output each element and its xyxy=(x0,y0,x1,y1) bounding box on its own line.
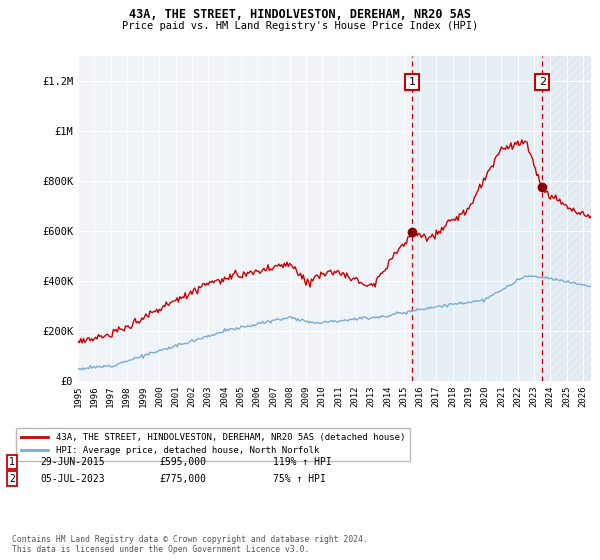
Bar xyxy=(412,56,542,381)
Text: 119% ↑ HPI: 119% ↑ HPI xyxy=(273,457,332,467)
Text: £775,000: £775,000 xyxy=(159,474,206,484)
Text: 1: 1 xyxy=(9,457,15,467)
Text: 75% ↑ HPI: 75% ↑ HPI xyxy=(273,474,326,484)
Text: Price paid vs. HM Land Registry's House Price Index (HPI): Price paid vs. HM Land Registry's House … xyxy=(122,21,478,31)
Text: 05-JUL-2023: 05-JUL-2023 xyxy=(41,474,106,484)
Text: £595,000: £595,000 xyxy=(159,457,206,467)
Text: 2: 2 xyxy=(539,77,546,87)
Text: 2: 2 xyxy=(9,474,15,484)
Text: 29-JUN-2015: 29-JUN-2015 xyxy=(41,457,106,467)
Text: 43A, THE STREET, HINDOLVESTON, DEREHAM, NR20 5AS: 43A, THE STREET, HINDOLVESTON, DEREHAM, … xyxy=(129,8,471,21)
Bar xyxy=(542,56,591,381)
Text: 1: 1 xyxy=(409,77,415,87)
Text: Contains HM Land Registry data © Crown copyright and database right 2024.
This d: Contains HM Land Registry data © Crown c… xyxy=(12,535,368,554)
Legend: 43A, THE STREET, HINDOLVESTON, DEREHAM, NR20 5AS (detached house), HPI: Average : 43A, THE STREET, HINDOLVESTON, DEREHAM, … xyxy=(16,427,410,461)
